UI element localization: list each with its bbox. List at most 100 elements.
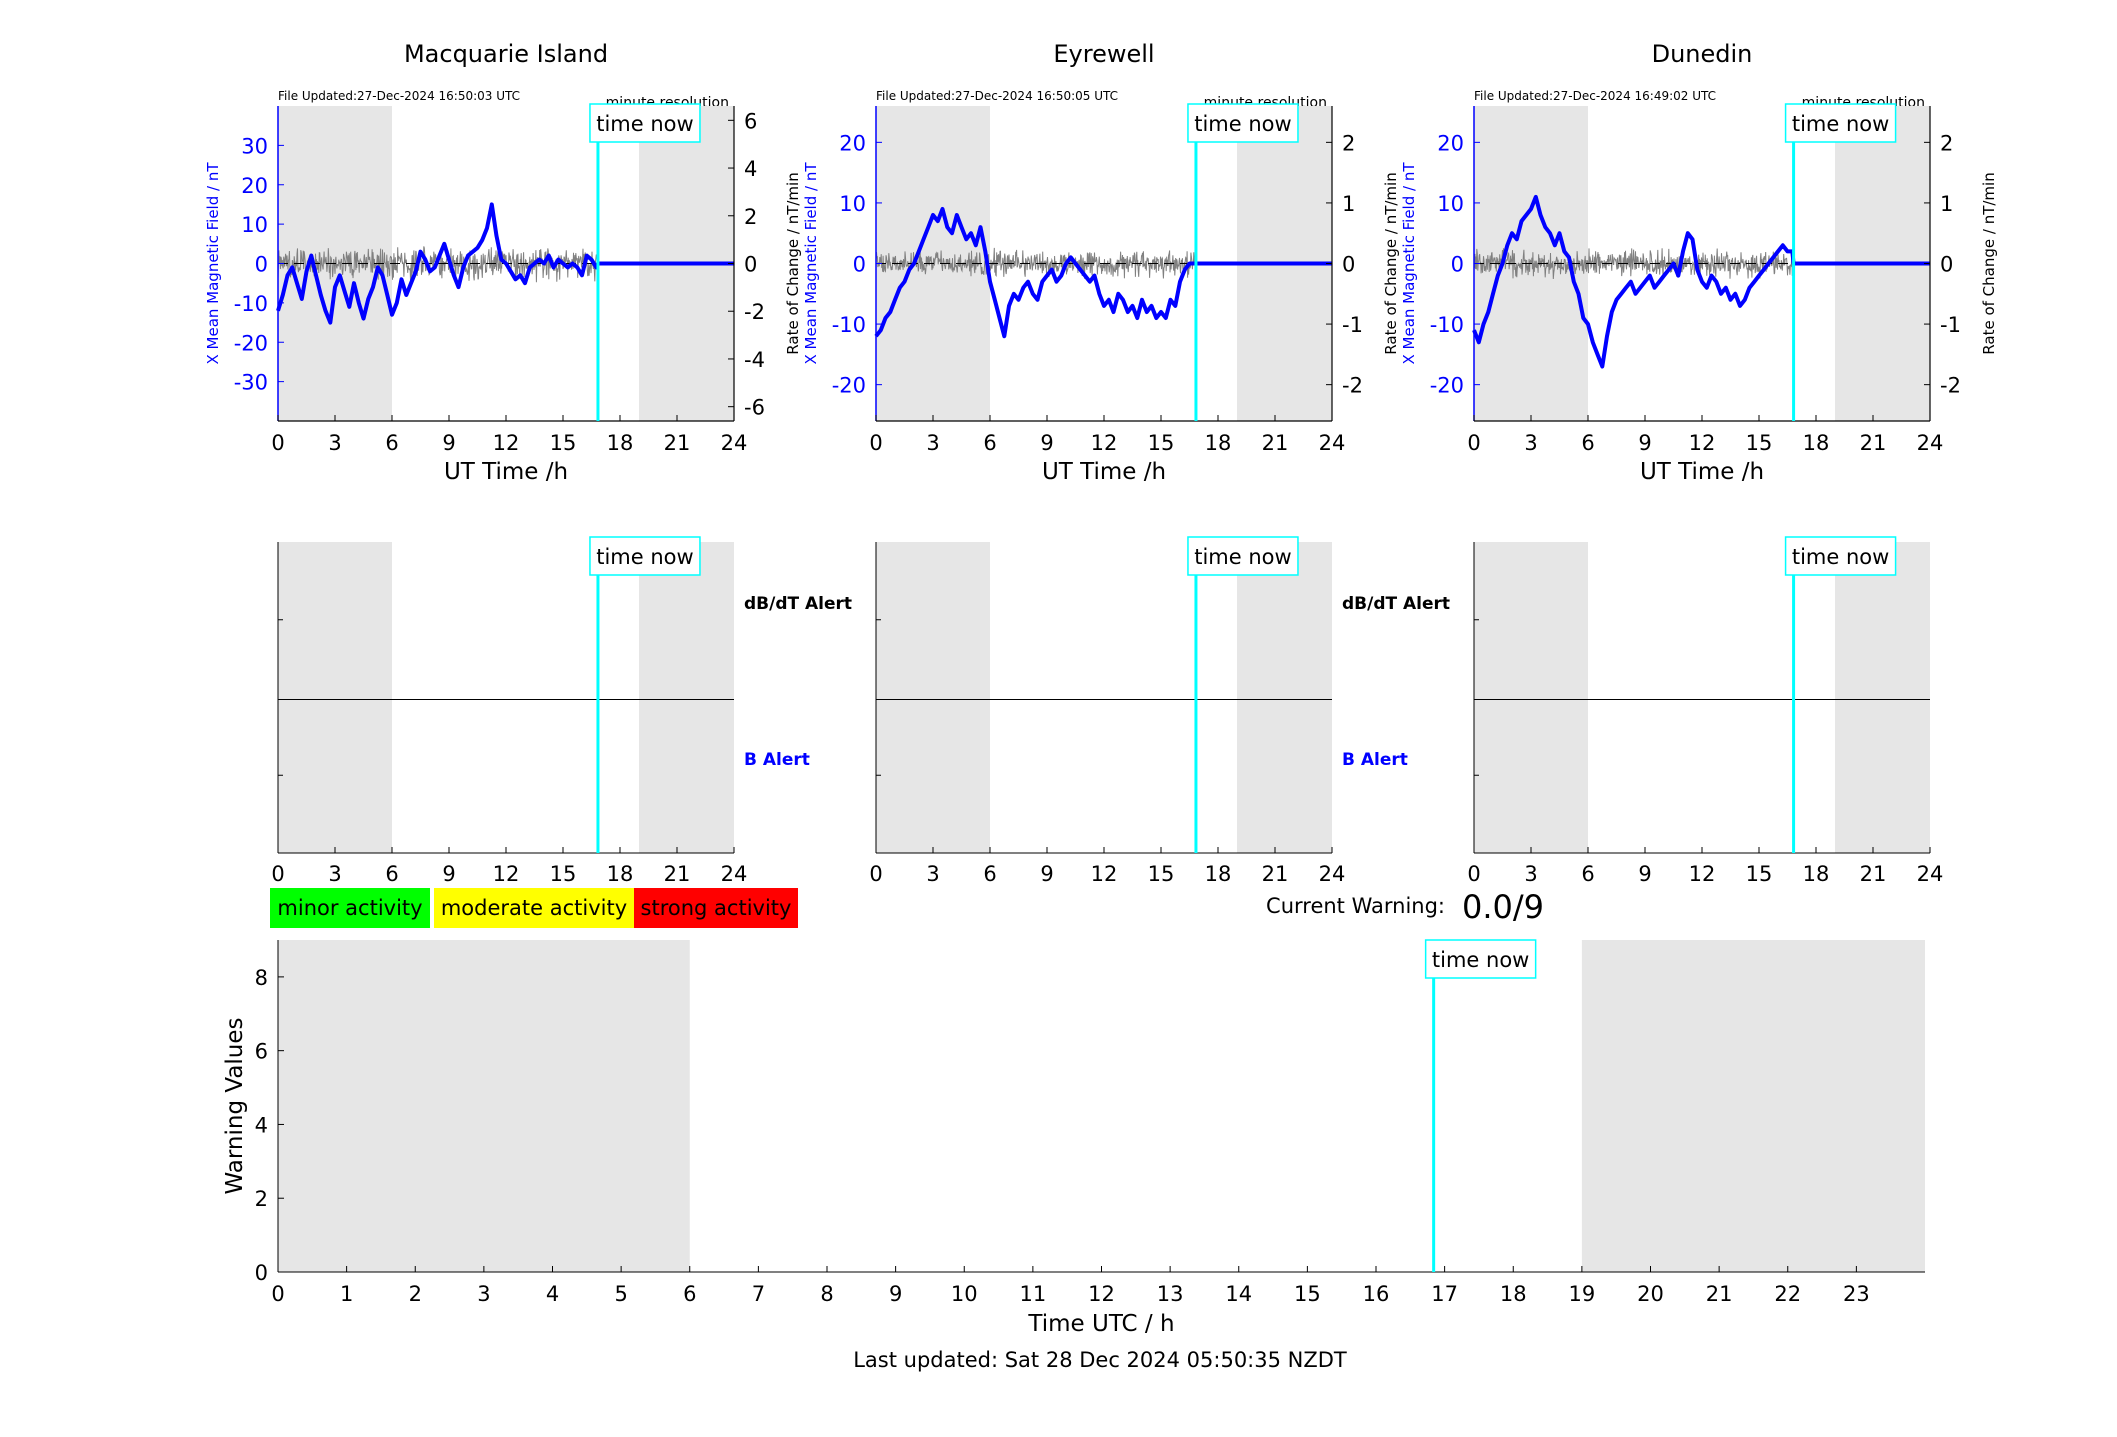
warning-night-shading <box>1581 940 1925 1272</box>
warning-x-tick-label: 5 <box>614 1282 627 1306</box>
x-tick-label: 12 <box>1091 431 1118 455</box>
magnetic-field-series <box>874 207 1332 339</box>
alert-x-tick-label: 18 <box>1205 862 1232 886</box>
x-axis-label: UT Time /h <box>1042 459 1166 485</box>
x-tick-label: 3 <box>926 431 939 455</box>
warning-x-tick-label: 15 <box>1294 1282 1321 1306</box>
x-tick-label: 3 <box>1524 431 1537 455</box>
alert-x-tick-label: 6 <box>385 862 398 886</box>
warning-y-tick-label: 0 <box>255 1261 268 1285</box>
left-axis-label: X Mean Magnetic Field / nT <box>1400 162 1418 365</box>
x-tick-label: 6 <box>983 431 996 455</box>
x-tick-label: 12 <box>1689 431 1716 455</box>
left-tick-label: -30 <box>234 371 268 395</box>
x-tick-label: 18 <box>1803 431 1830 455</box>
warning-x-tick-label: 4 <box>546 1282 559 1306</box>
x-tick-label: 21 <box>1860 431 1887 455</box>
x-tick-label: 9 <box>442 431 455 455</box>
warning-y-tick-label: 8 <box>255 966 268 990</box>
warning-x-tick-label: 3 <box>477 1282 490 1306</box>
left-tick-label: 0 <box>853 253 866 277</box>
right-tick-label: 0 <box>1342 253 1355 277</box>
x-tick-label: 9 <box>1638 431 1651 455</box>
warning-x-tick-label: 9 <box>889 1282 902 1306</box>
alert-x-tick-label: 24 <box>1917 862 1944 886</box>
left-tick-label: -10 <box>1430 313 1464 337</box>
x-tick-label: 18 <box>607 431 634 455</box>
current-warning-label: Current Warning: <box>1266 894 1445 918</box>
alert-night-shading <box>1237 542 1332 853</box>
current-warning-value: 0.0/9 <box>1462 888 1544 926</box>
alert-time-now-box <box>589 536 701 576</box>
right-tick-label: -2 <box>1342 374 1363 398</box>
station-panel-1: Eyrewell File Updated:27-Dec-2024 16:50:0… <box>802 40 1450 886</box>
right-tick-label: -2 <box>1940 374 1961 398</box>
dbdt-alert-label: dB/dT Alert <box>1342 594 1450 614</box>
time-now-label: time now <box>1194 112 1291 136</box>
legend-swatch <box>270 888 430 928</box>
left-tick-label: 10 <box>839 192 866 216</box>
left-tick-label: 0 <box>255 253 268 277</box>
alert-night-shading <box>278 542 392 853</box>
activity-legend: minor activity moderate activity strong ac… <box>270 888 798 928</box>
alert-night-shading <box>1474 542 1588 853</box>
station-title: Eyrewell <box>1053 40 1154 68</box>
right-tick-label: 2 <box>1342 131 1355 155</box>
legend-swatch <box>434 888 634 928</box>
alert-x-tick-label: 18 <box>1803 862 1830 886</box>
left-tick-label: -10 <box>234 292 268 316</box>
right-axis-label: Rate of Change / nT/min <box>784 172 802 354</box>
alert-x-tick-label: 24 <box>1319 862 1346 886</box>
time-now-label: time now <box>596 112 693 136</box>
alert-x-tick-label: 12 <box>1091 862 1118 886</box>
alert-time-now-label: time now <box>1194 545 1291 569</box>
warning-x-tick-label: 13 <box>1157 1282 1184 1306</box>
alert-x-tick-label: 3 <box>328 862 341 886</box>
warning-x-tick-label: 22 <box>1774 1282 1801 1306</box>
rate-of-change-series <box>875 247 1197 279</box>
b-alert-label: B Alert <box>744 750 810 770</box>
alert-x-tick-label: 6 <box>983 862 996 886</box>
left-axis-label: X Mean Magnetic Field / nT <box>204 162 222 365</box>
right-tick-label: -1 <box>1342 313 1363 337</box>
x-tick-label: 3 <box>328 431 341 455</box>
right-tick-label: 1 <box>1940 192 1953 216</box>
alert-x-tick-label: 0 <box>271 862 284 886</box>
warning-time-now-label: time now <box>1432 948 1529 972</box>
legend-swatch <box>634 888 798 928</box>
left-tick-label: -10 <box>832 313 866 337</box>
station-title: Macquarie Island <box>404 40 608 68</box>
legend-label: strong activity <box>641 896 792 920</box>
left-tick-label: -20 <box>1430 374 1464 398</box>
x-tick-label: 6 <box>1581 431 1594 455</box>
alert-x-tick-label: 21 <box>1262 862 1289 886</box>
left-tick-label: 0 <box>1451 253 1464 277</box>
alert-x-tick-label: 12 <box>493 862 520 886</box>
warning-x-tick-label: 0 <box>271 1282 284 1306</box>
x-axis-label: UT Time /h <box>444 459 568 485</box>
right-axis-label: Rate of Change / nT/min <box>1980 172 1998 354</box>
x-tick-label: 0 <box>869 431 882 455</box>
alert-x-tick-label: 0 <box>869 862 882 886</box>
left-axis-label: X Mean Magnetic Field / nT <box>802 162 820 365</box>
alert-x-tick-label: 9 <box>1638 862 1651 886</box>
time-now-box <box>1187 103 1299 143</box>
alert-x-tick-label: 6 <box>1581 862 1594 886</box>
warning-y-tick-label: 6 <box>255 1040 268 1064</box>
warning-x-tick-label: 2 <box>409 1282 422 1306</box>
time-now-label: time now <box>1792 112 1889 136</box>
warning-x-tick-label: 21 <box>1706 1282 1733 1306</box>
right-tick-label: 1 <box>1342 192 1355 216</box>
station-panel-2: Dunedin File Updated:27-Dec-2024 16:49:02… <box>1400 40 1998 886</box>
right-tick-label: -2 <box>744 300 765 324</box>
alert-time-now-box <box>1784 536 1897 576</box>
x-tick-label: 18 <box>1205 431 1232 455</box>
dbdt-alert-label: dB/dT Alert <box>744 594 852 614</box>
file-updated-text: File Updated:27-Dec-2024 16:50:03 UTC <box>278 89 520 103</box>
alert-x-tick-label: 0 <box>1467 862 1480 886</box>
file-updated-text: File Updated:27-Dec-2024 16:50:05 UTC <box>876 89 1118 103</box>
alert-x-tick-label: 9 <box>442 862 455 886</box>
warning-x-tick-label: 8 <box>820 1282 833 1306</box>
warning-x-tick-label: 20 <box>1637 1282 1664 1306</box>
